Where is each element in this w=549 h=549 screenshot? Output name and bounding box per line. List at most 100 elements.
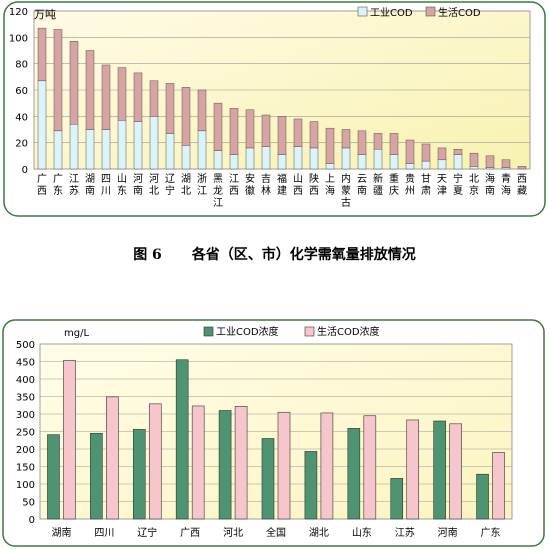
x-tick-label-char: 东: [117, 184, 127, 197]
x-tick-label-char: 徽: [245, 184, 255, 197]
bar-industrial-cod-concentration: [347, 428, 361, 520]
bar-industrial-cod: [405, 163, 415, 170]
bar-domestic-cod-concentration: [234, 406, 248, 520]
bar-domestic-cod: [517, 166, 527, 170]
y-tick-label: 0: [29, 515, 35, 526]
legend: 工业COD 生活COD: [357, 6, 481, 19]
y-tick-label: 80: [15, 60, 28, 71]
y-tick-label: 100: [16, 480, 35, 491]
x-tick-label-char: 甘: [421, 172, 431, 185]
bar-domestic-cod: [405, 139, 415, 164]
bar-industrial-cod: [101, 129, 111, 170]
bar-industrial-cod-concentration: [90, 432, 103, 520]
bar-industrial-cod-concentration: [175, 359, 189, 520]
bar-domestic-cod-concentration: [277, 411, 291, 520]
bar-industrial-cod: [69, 123, 79, 170]
bar-industrial-cod: [37, 80, 47, 170]
bar-domestic-cod: [229, 108, 239, 155]
x-tick-label-char: 南: [485, 184, 495, 197]
y-axis-unit: mg/L: [64, 328, 89, 339]
x-tick-label-char: 广: [37, 173, 47, 185]
bar-domestic-cod-concentration: [63, 360, 76, 520]
x-tick-label: 湖北: [309, 527, 329, 539]
bar-domestic-cod: [37, 27, 47, 82]
y-tick-label: 250: [16, 428, 35, 439]
x-tick-label-char: 新: [373, 172, 383, 185]
x-tick-label-char: 东: [53, 184, 63, 197]
x-tick-label-char: 四: [101, 174, 111, 185]
bar-industrial-cod-concentration: [390, 478, 404, 520]
bar-industrial-cod: [181, 145, 191, 170]
bar-industrial-cod: [165, 133, 175, 170]
x-tick-label: 广西: [180, 527, 200, 539]
x-tick-label-char: 黑: [213, 173, 223, 185]
x-tick-label-char: 山: [117, 173, 127, 185]
y-tick-label: 100: [9, 33, 28, 44]
bar-domestic-cod: [501, 159, 511, 168]
bar-industrial-cod: [341, 147, 351, 170]
bar-domestic-cod: [165, 83, 175, 134]
x-tick-label-char: 湖: [181, 173, 191, 185]
bar-domestic-cod: [357, 130, 367, 155]
figure-caption: 图 6 各省（区、市）化学需氧量排放情况: [0, 244, 549, 264]
x-tick-label-char: 北: [149, 185, 159, 197]
x-tick-label: 四川: [94, 528, 114, 539]
x-tick-label-char: 州: [405, 185, 415, 197]
bar-domestic-cod: [245, 109, 255, 149]
x-tick-label-char: 建: [277, 184, 287, 197]
caption-text: 各省（区、市）化学需氧量排放情况: [191, 247, 416, 263]
legend-swatch-industrial: [357, 6, 368, 17]
bar-domestic-cod: [309, 121, 319, 149]
x-tick-label-char: 津: [437, 185, 447, 197]
x-tick-label-char: 云: [357, 174, 367, 185]
bar-domestic-cod: [117, 67, 127, 121]
bar-domestic-cod: [421, 143, 431, 162]
bar-industrial-cod: [389, 154, 399, 170]
x-tick-label-char: 苏: [69, 184, 79, 197]
x-tick-label-char: 河: [133, 173, 143, 185]
bar-industrial-cod: [373, 149, 383, 170]
caption-number: 图 6: [133, 247, 162, 263]
x-tick-label-char: 天: [437, 174, 447, 185]
x-tick-label-char: 海: [501, 184, 511, 197]
bar-domestic-cod-concentration: [492, 452, 505, 520]
bar-industrial-cod-concentration: [218, 410, 232, 520]
x-tick-label-char: 北: [469, 173, 479, 185]
x-tick-label-char: 宁: [165, 184, 175, 197]
bar-industrial-cod: [357, 154, 367, 170]
y-tick-label: 20: [15, 139, 28, 150]
bar-domestic-cod-concentration: [363, 415, 377, 520]
bar-domestic-cod: [133, 72, 143, 122]
x-tick-label-char: 陕: [309, 172, 319, 185]
y-tick-label: 40: [15, 112, 28, 123]
y-tick-label: 350: [16, 393, 35, 404]
y-tick-label: 60: [15, 86, 28, 97]
x-tick-label: 河北: [223, 527, 243, 539]
bar-industrial-cod: [117, 120, 127, 170]
bar-industrial-cod: [149, 116, 159, 170]
x-tick-label: 广东: [481, 526, 501, 539]
bar-domestic-cod: [197, 89, 207, 132]
bar-industrial-cod: [325, 163, 335, 170]
x-tick-label: 辽宁: [137, 526, 157, 539]
x-tick-label-char: 南: [357, 184, 367, 197]
y-tick-label: 400: [16, 375, 35, 386]
x-tick-label-char: 安: [245, 172, 255, 185]
x-tick-label-char: 吉: [261, 173, 271, 185]
bar-domestic-cod: [293, 118, 303, 147]
bar-industrial-cod: [309, 147, 319, 170]
x-tick-label: 全国: [266, 526, 286, 539]
x-tick-label-char: 广: [53, 173, 63, 185]
bar-domestic-cod: [277, 116, 287, 155]
x-tick-label-char: 河: [149, 173, 159, 185]
bar-domestic-cod-concentration: [449, 423, 462, 520]
x-tick-label-char: 江: [229, 173, 239, 185]
x-tick-label-char: 京: [469, 184, 479, 197]
bar-industrial-cod: [293, 146, 303, 170]
bar-domestic-cod: [69, 41, 79, 125]
bar-industrial-cod-concentration: [47, 434, 60, 520]
x-tick-label-char: 海: [485, 172, 495, 185]
bar-domestic-cod-concentration: [320, 412, 334, 520]
legend-swatch-industrial: [203, 326, 214, 337]
x-tick-label-char: 湖: [85, 173, 95, 185]
